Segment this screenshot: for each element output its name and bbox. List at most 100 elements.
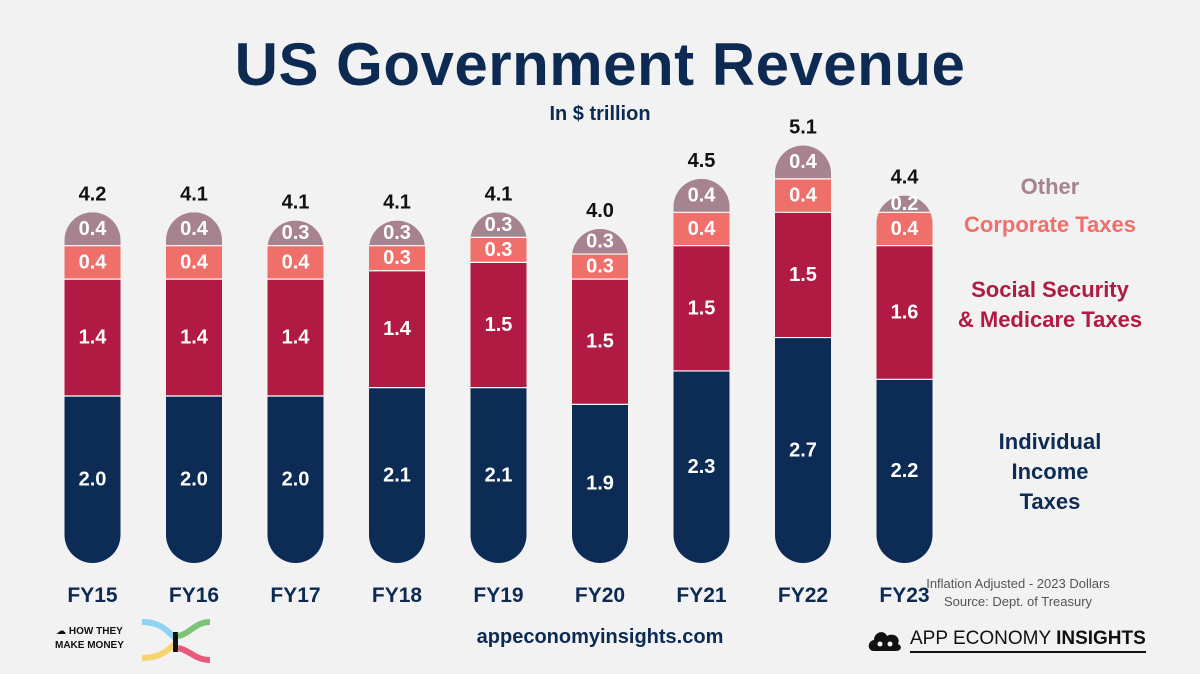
bar-segment-individual-fy16 bbox=[166, 396, 222, 563]
aei-wordmark: APP ECONOMY INSIGHTS bbox=[910, 628, 1146, 653]
aei-brand: APP ECONOMY INSIGHTS bbox=[866, 622, 1146, 658]
total-label-fy18: 4.1 bbox=[383, 192, 411, 214]
bar-segment-corporate-fy19 bbox=[470, 237, 527, 263]
bar-segment-other-fy23 bbox=[876, 195, 933, 213]
x-tick-label-fy17: FY17 bbox=[270, 584, 320, 607]
data-label-social-fy21: 1.5 bbox=[688, 297, 716, 319]
legend-individual-line2: Income bbox=[1011, 459, 1089, 484]
data-label-corporate-fy17: 0.4 bbox=[282, 251, 311, 273]
bar-stack-fy19 bbox=[470, 212, 527, 563]
data-label-individual-fy17: 2.0 bbox=[282, 469, 310, 491]
data-label-other-fy22: 0.4 bbox=[789, 151, 818, 173]
bar-segment-individual-fy19 bbox=[470, 387, 527, 563]
legend-social-line2: & Medicare Taxes bbox=[957, 307, 1143, 332]
legend-corporate-label: Corporate Taxes bbox=[964, 212, 1136, 237]
bar-stack-fy20 bbox=[572, 229, 628, 563]
total-label-fy15: 4.2 bbox=[79, 183, 107, 205]
bar-stack-fy23 bbox=[876, 195, 933, 563]
bar-segment-individual-fy17 bbox=[267, 396, 324, 563]
total-label-fy19: 4.1 bbox=[485, 183, 513, 205]
bar-segment-corporate-fy17 bbox=[267, 245, 324, 280]
bar-segment-individual-fy15 bbox=[64, 396, 121, 563]
data-label-other-fy21: 0.4 bbox=[688, 185, 717, 207]
legend-individual-line1: Individual bbox=[998, 429, 1102, 454]
total-label-fy23: 4.4 bbox=[891, 167, 920, 189]
legend-other-label: Other bbox=[1020, 174, 1080, 199]
x-tick-label-fy16: FY16 bbox=[169, 584, 219, 607]
data-label-social-fy16: 1.4 bbox=[180, 327, 209, 349]
sankey-logo-icon bbox=[141, 619, 211, 663]
data-label-social-fy17: 1.4 bbox=[282, 327, 311, 349]
data-label-social-fy19: 1.5 bbox=[485, 314, 513, 336]
data-label-other-fy15: 0.4 bbox=[79, 218, 108, 240]
footnote-source: Source: Dept. of Treasury bbox=[943, 594, 1093, 609]
total-label-fy17: 4.1 bbox=[282, 192, 310, 214]
total-label-fy22: 5.1 bbox=[789, 117, 817, 139]
bar-segment-corporate-fy21 bbox=[673, 212, 730, 246]
bar-segment-social-fy16 bbox=[166, 279, 222, 396]
bar-segment-individual-fy18 bbox=[369, 387, 425, 563]
bar-segment-corporate-fy22 bbox=[775, 178, 831, 213]
data-label-other-fy19: 0.3 bbox=[485, 214, 513, 236]
footnote-inflation: Inflation Adjusted - 2023 Dollars bbox=[926, 576, 1110, 591]
total-label-fy20: 4.0 bbox=[586, 200, 614, 222]
data-label-corporate-fy16: 0.4 bbox=[180, 251, 209, 273]
bar-stack-fy17 bbox=[267, 220, 324, 563]
htmm-line1-text: HOW THEY bbox=[68, 626, 123, 637]
bar-segment-individual-fy23 bbox=[876, 379, 933, 563]
x-tick-label-fy23: FY23 bbox=[879, 584, 929, 607]
data-label-other-fy18: 0.3 bbox=[383, 222, 411, 244]
data-label-individual-fy16: 2.0 bbox=[180, 469, 208, 491]
bar-segment-corporate-fy15 bbox=[64, 245, 121, 280]
data-label-other-fy17: 0.3 bbox=[282, 222, 310, 244]
data-label-corporate-fy20: 0.3 bbox=[586, 256, 614, 278]
bar-segment-corporate-fy20 bbox=[572, 254, 628, 280]
chart-subtitle: In $ trillion bbox=[549, 103, 651, 125]
bar-segment-corporate-fy23 bbox=[876, 212, 933, 246]
data-label-other-fy16: 0.4 bbox=[180, 218, 209, 240]
bar-segment-social-fy22 bbox=[775, 212, 831, 338]
bar-stack-fy22 bbox=[775, 145, 831, 563]
bar-segment-social-fy23 bbox=[876, 245, 933, 380]
website-link[interactable]: appeconomyinsights.com bbox=[476, 626, 724, 648]
bar-segment-social-fy19 bbox=[470, 262, 527, 388]
x-tick-label-fy19: FY19 bbox=[473, 584, 523, 607]
data-label-individual-fy15: 2.0 bbox=[79, 469, 107, 491]
bar-segment-individual-fy21 bbox=[673, 370, 730, 563]
htmm-line1: ☁ HOW THEY bbox=[55, 625, 124, 639]
bar-segment-individual-fy22 bbox=[775, 337, 831, 563]
data-label-social-fy22: 1.5 bbox=[789, 264, 817, 286]
aei-wordmark-light: APP ECONOMY bbox=[910, 627, 1057, 649]
x-tick-label-fy20: FY20 bbox=[575, 584, 625, 607]
aei-wordmark-bold: INSIGHTS bbox=[1056, 627, 1146, 649]
footnote: Inflation Adjusted - 2023 Dollars Source… bbox=[888, 575, 1148, 611]
bar-segment-corporate-fy18 bbox=[369, 245, 425, 271]
bar-segment-corporate-fy16 bbox=[166, 245, 222, 280]
data-label-other-fy23: 0.2 bbox=[891, 193, 919, 215]
legend-corporate: Corporate Taxes bbox=[930, 210, 1170, 240]
total-label-fy16: 4.1 bbox=[180, 183, 208, 205]
data-label-corporate-fy21: 0.4 bbox=[688, 218, 717, 240]
data-label-individual-fy21: 2.3 bbox=[688, 456, 716, 478]
legend-individual-line3: Taxes bbox=[1019, 489, 1081, 514]
data-label-corporate-fy19: 0.3 bbox=[485, 239, 513, 261]
data-label-corporate-fy18: 0.3 bbox=[383, 247, 411, 269]
legend-social: Social Security & Medicare Taxes bbox=[930, 275, 1170, 335]
htmm-line2: MAKE MONEY bbox=[55, 640, 124, 651]
data-label-social-fy23: 1.6 bbox=[891, 302, 919, 324]
data-label-corporate-fy15: 0.4 bbox=[79, 251, 108, 273]
data-label-individual-fy22: 2.7 bbox=[789, 439, 817, 461]
bar-segment-social-fy21 bbox=[673, 245, 730, 371]
data-label-other-fy20: 0.3 bbox=[586, 231, 614, 253]
legend-other: Other bbox=[960, 172, 1140, 202]
bar-segment-social-fy20 bbox=[572, 279, 628, 405]
htmm-brand: ☁ HOW THEY MAKE MONEY bbox=[55, 625, 124, 653]
data-label-corporate-fy23: 0.4 bbox=[891, 218, 920, 240]
x-tick-label-fy21: FY21 bbox=[676, 584, 727, 607]
data-label-social-fy15: 1.4 bbox=[79, 327, 108, 349]
data-label-corporate-fy22: 0.4 bbox=[789, 185, 818, 207]
chart-title: US Government Revenue bbox=[234, 31, 966, 98]
cloud-icon: ☁ bbox=[56, 626, 67, 637]
total-label-fy21: 4.5 bbox=[688, 150, 716, 172]
